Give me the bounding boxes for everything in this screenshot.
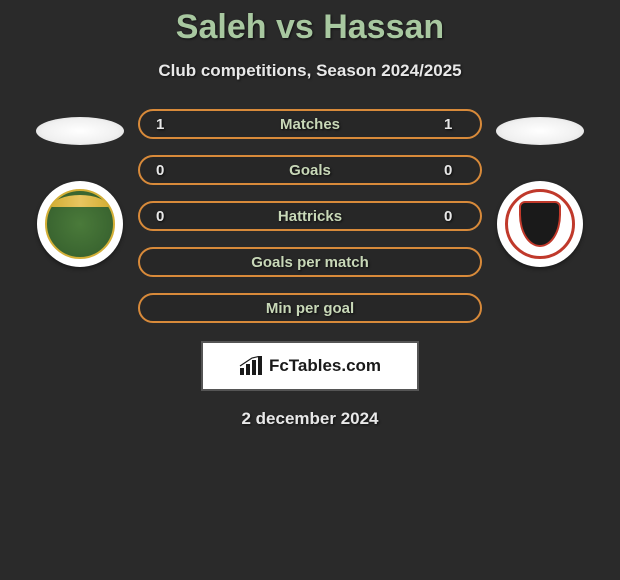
- left-club-badge[interactable]: [37, 181, 123, 267]
- brand-text: FcTables.com: [269, 356, 381, 376]
- footer: FcTables.com 2 december 2024: [0, 341, 620, 429]
- stat-row-matches: 1 Matches 1: [138, 109, 482, 139]
- comparison-card: Saleh vs Hassan Club competitions, Seaso…: [0, 0, 620, 429]
- stat-label: Goals: [176, 162, 444, 179]
- stat-label: Min per goal: [176, 300, 444, 317]
- bar-chart-icon: [239, 356, 263, 376]
- stat-row-goals-per-match: Goals per match: [138, 247, 482, 277]
- stat-row-hattricks: 0 Hattricks 0: [138, 201, 482, 231]
- club-crest-icon: [45, 189, 115, 259]
- stat-label: Goals per match: [176, 254, 444, 271]
- shield-icon: [519, 201, 561, 247]
- right-club-badge[interactable]: [497, 181, 583, 267]
- stat-row-goals: 0 Goals 0: [138, 155, 482, 185]
- stat-right-value: 1: [444, 116, 464, 133]
- stat-label: Matches: [176, 116, 444, 133]
- page-title: Saleh vs Hassan: [0, 8, 620, 47]
- stat-right-value: 0: [444, 162, 464, 179]
- left-player-column: [30, 109, 130, 267]
- date-text: 2 december 2024: [241, 409, 378, 429]
- stat-left-value: 0: [156, 208, 176, 225]
- club-crest-icon: [505, 189, 575, 259]
- subtitle: Club competitions, Season 2024/2025: [0, 61, 620, 81]
- stat-label: Hattricks: [176, 208, 444, 225]
- brand-link[interactable]: FcTables.com: [201, 341, 419, 391]
- stat-row-min-per-goal: Min per goal: [138, 293, 482, 323]
- stat-left-value: 0: [156, 162, 176, 179]
- stat-right-value: 0: [444, 208, 464, 225]
- stat-left-value: 1: [156, 116, 176, 133]
- player-avatar-placeholder-right: [496, 117, 584, 145]
- stats-column: 1 Matches 1 0 Goals 0 0 Hattricks 0 Goal…: [130, 109, 490, 323]
- player-avatar-placeholder-left: [36, 117, 124, 145]
- right-player-column: [490, 109, 590, 267]
- main-row: 1 Matches 1 0 Goals 0 0 Hattricks 0 Goal…: [0, 109, 620, 323]
